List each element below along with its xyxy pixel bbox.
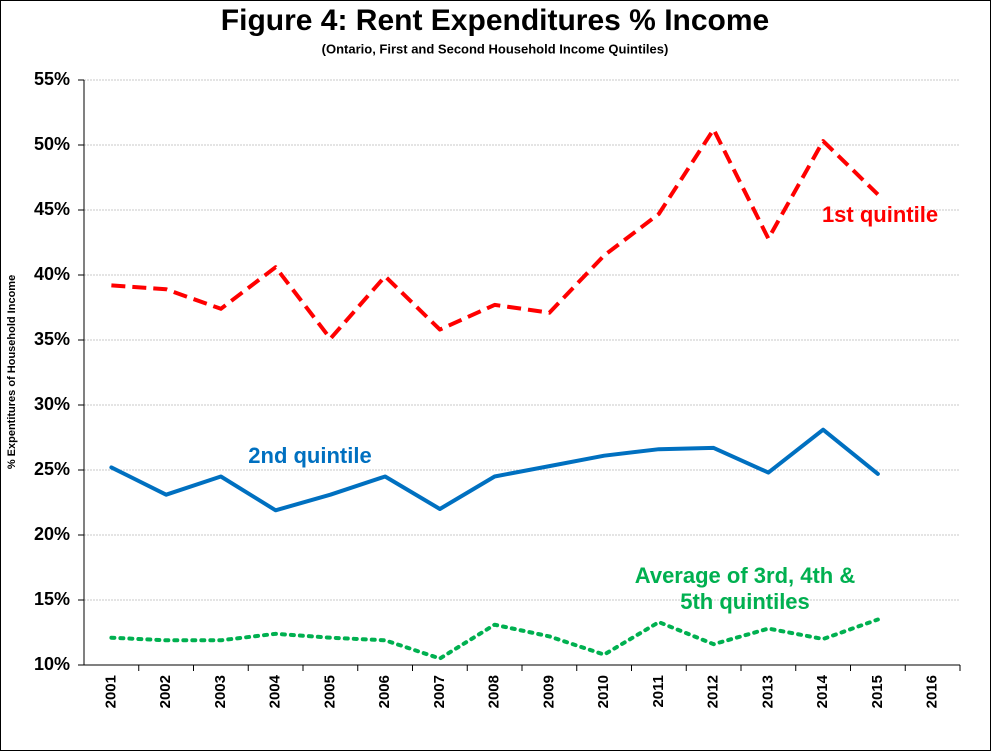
- y-tick-label: 10%: [34, 654, 70, 674]
- series-line: [109, 427, 880, 513]
- series-line: [109, 617, 880, 661]
- series-label: 1st quintile: [821, 202, 939, 227]
- y-tick-label: 40%: [34, 264, 70, 284]
- x-tick-label: 2010: [595, 675, 612, 708]
- series-label: 2nd quintile: [248, 443, 372, 468]
- x-tick-label: 2009: [540, 675, 557, 708]
- y-tick-label: 55%: [34, 69, 70, 89]
- series-line: [111, 127, 880, 341]
- x-tick-label: 2008: [486, 675, 503, 708]
- x-tick-label: 2012: [705, 675, 722, 708]
- y-tick-label: 50%: [34, 134, 70, 154]
- x-tick-label: 2004: [267, 674, 284, 708]
- x-tick-label: 2016: [924, 675, 941, 708]
- x-tick-label: 2002: [157, 675, 174, 708]
- y-tick-label: 45%: [34, 199, 70, 219]
- chart-subtitle: (Ontario, First and Second Household Inc…: [322, 41, 669, 56]
- x-tick-label: 2014: [814, 674, 831, 708]
- x-tick-label: 2005: [321, 675, 338, 708]
- series-label: Average of 3rd, 4th & 5th quintiles: [634, 563, 856, 614]
- x-tick-label: 2007: [431, 675, 448, 708]
- y-tick-label: 35%: [34, 329, 70, 349]
- x-tick-label: 2006: [376, 675, 393, 708]
- y-tick-label: 15%: [34, 589, 70, 609]
- x-tick-label: 2015: [869, 675, 886, 708]
- x-tick-label: 2013: [759, 675, 776, 708]
- y-tick-label: 30%: [34, 394, 70, 414]
- chart-title: Figure 4: Rent Expenditures % Income: [221, 4, 769, 37]
- x-tick-label: 2001: [102, 675, 119, 708]
- y-tick-label: 25%: [34, 459, 70, 479]
- y-axis-label: % Expentitures of Household Income: [6, 275, 18, 469]
- y-tick-label: 20%: [34, 524, 70, 544]
- x-tick-label: 2003: [212, 675, 229, 708]
- x-tick-label: 2011: [650, 675, 667, 708]
